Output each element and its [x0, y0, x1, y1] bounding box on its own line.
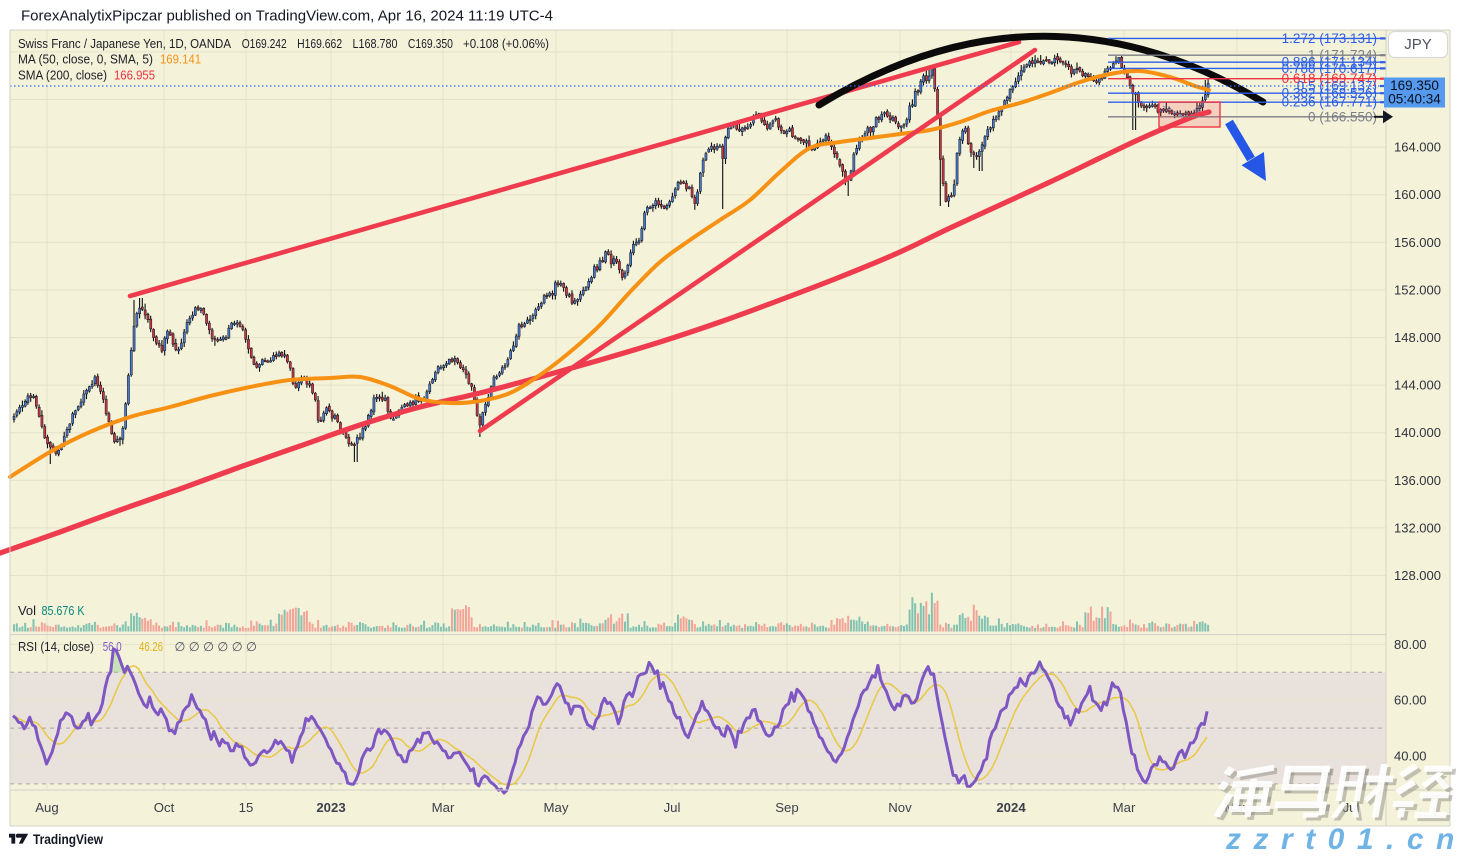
svg-text:40.00: 40.00	[1394, 749, 1427, 764]
svg-text:Mar: Mar	[1113, 800, 1136, 815]
svg-text:0.788 (170.617): 0.788 (170.617)	[1282, 61, 1377, 76]
svg-text:136.000: 136.000	[1394, 473, 1441, 488]
svg-text:H169.662: H169.662	[297, 36, 342, 51]
svg-text:Oct: Oct	[154, 800, 175, 815]
svg-text:0.236 (167.771): 0.236 (167.771)	[1282, 95, 1377, 110]
svg-text:Aug: Aug	[35, 800, 58, 815]
svg-text:O169.242: O169.242	[242, 36, 287, 51]
svg-text:15: 15	[239, 800, 254, 815]
svg-text:144.000: 144.000	[1394, 378, 1441, 393]
svg-text:∅: ∅	[246, 640, 257, 654]
svg-text:Swiss Franc / Japanese Yen, 1D: Swiss Franc / Japanese Yen, 1D, OANDA	[18, 36, 231, 51]
svg-text:164.000: 164.000	[1394, 140, 1441, 155]
svg-text:SMA (200, close): SMA (200, close)	[18, 68, 107, 83]
svg-text:132.000: 132.000	[1394, 520, 1441, 535]
svg-text:85.676 K: 85.676 K	[42, 603, 85, 618]
svg-text:46.26: 46.26	[139, 639, 163, 654]
svg-text:∅: ∅	[203, 640, 214, 654]
svg-text:0.5 (169.137): 0.5 (169.137)	[1297, 79, 1377, 94]
svg-text:∅: ∅	[189, 640, 200, 654]
svg-text:152.000: 152.000	[1394, 282, 1441, 297]
svg-text:Mar: Mar	[432, 800, 455, 815]
svg-text:0.382 (168.526): 0.382 (168.526)	[1282, 86, 1377, 101]
svg-text:∅: ∅	[217, 640, 228, 654]
svg-text:Sep: Sep	[775, 800, 798, 815]
svg-text:TradingView: TradingView	[33, 832, 103, 847]
svg-text:Jul: Jul	[664, 800, 681, 815]
svg-text:1 (171.724): 1 (171.724)	[1308, 48, 1377, 63]
svg-text:160.000: 160.000	[1394, 187, 1441, 202]
svg-text:ForexAnalytixPipczar published: ForexAnalytixPipczar published on Tradin…	[21, 9, 553, 25]
svg-text:05:40:34: 05:40:34	[1388, 92, 1441, 107]
svg-text:∅: ∅	[175, 640, 186, 654]
svg-text:L168.780: L168.780	[353, 36, 398, 51]
svg-text:2023: 2023	[316, 800, 345, 815]
svg-text:166.955: 166.955	[114, 68, 155, 83]
svg-text:Vol: Vol	[18, 603, 36, 618]
svg-text:MA (50, close, 0, SMA, 5): MA (50, close, 0, SMA, 5)	[18, 52, 153, 67]
svg-text:0.618 (169.747): 0.618 (169.747)	[1282, 71, 1377, 86]
svg-text:RSI (14, close): RSI (14, close)	[18, 639, 94, 654]
svg-text:2024: 2024	[996, 800, 1026, 815]
svg-text:80.00: 80.00	[1394, 637, 1427, 652]
svg-text:0.886 (171.134): 0.886 (171.134)	[1282, 55, 1377, 70]
svg-text:C169.350: C169.350	[408, 36, 453, 51]
svg-text:140.000: 140.000	[1394, 425, 1441, 440]
svg-text:1.272 (173.131): 1.272 (173.131)	[1282, 31, 1377, 46]
svg-text:∅: ∅	[232, 640, 243, 654]
svg-text:148.000: 148.000	[1394, 330, 1441, 345]
svg-text:156.000: 156.000	[1394, 235, 1441, 250]
svg-text:Nov: Nov	[888, 800, 912, 815]
svg-text:zzrt01.cn: zzrt01.cn	[1225, 823, 1462, 856]
svg-text:128.000: 128.000	[1394, 568, 1441, 583]
svg-text:56.0: 56.0	[103, 639, 122, 654]
svg-text:169.141: 169.141	[160, 52, 201, 67]
svg-text:60.00: 60.00	[1394, 693, 1427, 708]
svg-text:169.350: 169.350	[1390, 78, 1439, 93]
svg-text:0 (166.550): 0 (166.550)	[1308, 109, 1377, 124]
svg-text:May: May	[544, 800, 569, 815]
svg-text:JPY: JPY	[1404, 36, 1432, 53]
svg-text:+0.108 (+0.06%): +0.108 (+0.06%)	[463, 36, 549, 51]
